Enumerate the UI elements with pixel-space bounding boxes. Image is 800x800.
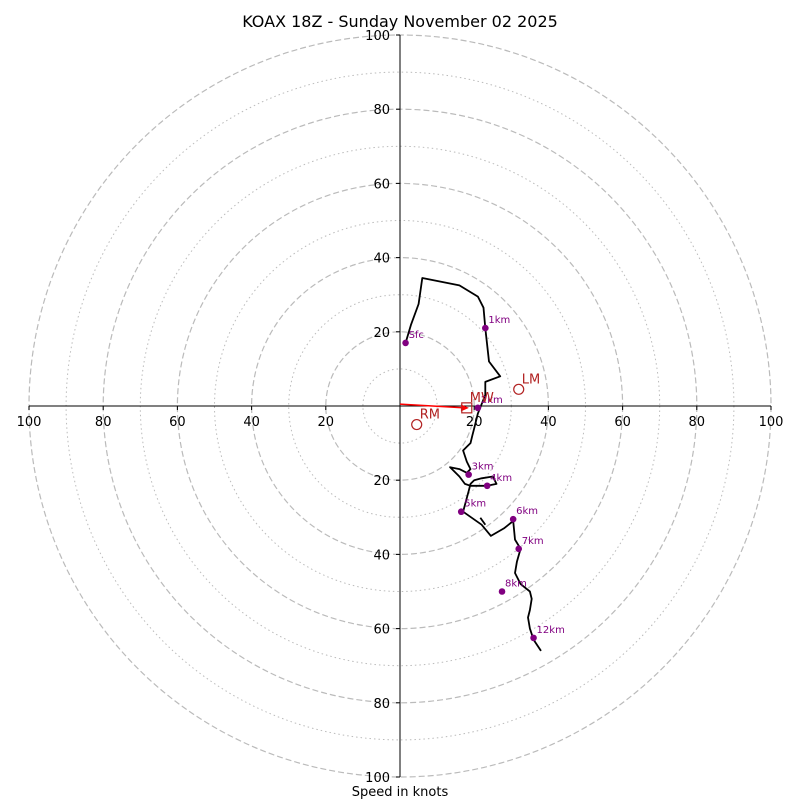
height-label-6km: 6km bbox=[516, 506, 538, 517]
mean-wind-vector bbox=[399, 403, 465, 409]
y-tick-label: 40 bbox=[373, 252, 390, 267]
height-label-3km: 3km bbox=[472, 462, 494, 473]
axes bbox=[28, 34, 772, 778]
x-tick-label: 80 bbox=[689, 415, 706, 430]
y-tick-label: 60 bbox=[373, 177, 390, 192]
hodograph-line bbox=[404, 277, 542, 652]
height-marker-2km bbox=[474, 404, 482, 412]
height-marker-3km bbox=[465, 471, 472, 478]
y-tick-label: 20 bbox=[373, 326, 390, 341]
height-label-1km: 1km bbox=[488, 315, 510, 326]
x-tick-label: 80 bbox=[95, 415, 112, 430]
height-label-Sfc: Sfc bbox=[409, 330, 424, 341]
height-label-8km: 8km bbox=[505, 579, 527, 590]
storm-marker-MW bbox=[461, 402, 473, 414]
x-tick-label: 60 bbox=[614, 415, 631, 430]
storm-marker-LM bbox=[513, 383, 525, 395]
height-marker-12km bbox=[530, 634, 537, 642]
x-axis-label: Speed in knots bbox=[352, 785, 449, 800]
x-tick-label: 60 bbox=[169, 415, 186, 430]
height-label-2km: 2km bbox=[481, 395, 503, 406]
height-label-7km: 7km bbox=[522, 536, 544, 547]
height-marker-Sfc bbox=[402, 339, 409, 347]
height-label-12km: 12km bbox=[537, 625, 565, 636]
tick-labels: 100 100 80 80 60 60 40 40 20 20 20 20 40 40 60 60 80 80 10… bbox=[17, 29, 784, 786]
height-label-4km: 4km bbox=[490, 473, 512, 484]
y-tick-label: 100 bbox=[365, 29, 390, 44]
y-tick-label: 20 bbox=[373, 474, 390, 489]
x-tick-label: 40 bbox=[540, 415, 557, 430]
y-tick-label: 40 bbox=[373, 548, 390, 563]
x-tick-label: 20 bbox=[466, 415, 483, 430]
y-tick-label: 80 bbox=[373, 697, 390, 712]
x-tick-label: 100 bbox=[17, 415, 42, 430]
y-tick-label: 100 bbox=[365, 771, 390, 786]
height-label-5km: 5km bbox=[464, 499, 486, 510]
storm-motion-markers: LM RM MW bbox=[399, 372, 540, 431]
storm-label-RM: RM bbox=[420, 408, 440, 423]
chart-title: KOAX 18Z - Sunday November 02 2025 bbox=[242, 12, 558, 31]
storm-label-LM: LM bbox=[522, 372, 540, 387]
storm-label-MW: MW bbox=[470, 391, 494, 406]
storm-marker-RM bbox=[411, 418, 423, 431]
height-marker-5km bbox=[457, 508, 465, 516]
hodograph-barb bbox=[479, 517, 487, 526]
height-marker-1km bbox=[482, 324, 489, 332]
height-marker-6km bbox=[509, 515, 517, 523]
y-tick-label: 80 bbox=[373, 103, 390, 118]
height-marker-7km bbox=[515, 545, 523, 553]
height-marker-8km bbox=[498, 588, 506, 595]
y-tick-label: 60 bbox=[373, 623, 390, 638]
height-marker-4km bbox=[483, 482, 491, 490]
x-tick-label: 100 bbox=[759, 415, 784, 430]
mean-wind-arrowhead bbox=[460, 404, 469, 412]
x-tick-label: 20 bbox=[318, 415, 335, 430]
x-tick-label: 40 bbox=[243, 415, 260, 430]
